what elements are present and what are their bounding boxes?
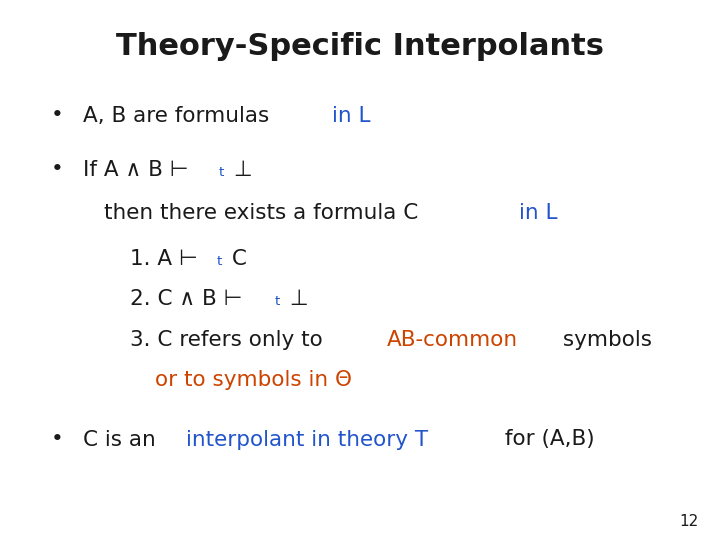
Text: ₜ: ₜ bbox=[219, 159, 225, 179]
Text: in L: in L bbox=[332, 105, 371, 125]
Text: A, B are formulas: A, B are formulas bbox=[83, 105, 276, 125]
Text: interpolant in theory T: interpolant in theory T bbox=[186, 429, 428, 449]
Text: or to symbols in Θ: or to symbols in Θ bbox=[155, 370, 352, 390]
Text: 2. C ∧ B ⊢: 2. C ∧ B ⊢ bbox=[130, 289, 242, 309]
Text: 12: 12 bbox=[679, 514, 698, 529]
Text: •: • bbox=[50, 429, 63, 449]
Text: 1. A ⊢: 1. A ⊢ bbox=[130, 248, 197, 268]
Text: in L: in L bbox=[518, 202, 557, 222]
Text: ₜ: ₜ bbox=[274, 289, 281, 309]
Text: AB-common: AB-common bbox=[387, 329, 518, 349]
Text: •: • bbox=[50, 159, 63, 179]
Text: •: • bbox=[50, 105, 63, 125]
Text: ⊥: ⊥ bbox=[227, 159, 253, 179]
Text: symbols: symbols bbox=[557, 329, 652, 349]
Text: for (A,B): for (A,B) bbox=[498, 429, 595, 449]
Text: C is an: C is an bbox=[83, 429, 163, 449]
Text: 3. C refers only to: 3. C refers only to bbox=[130, 329, 329, 349]
Text: C: C bbox=[225, 248, 247, 268]
Text: then there exists a formula C: then there exists a formula C bbox=[104, 202, 426, 222]
Text: ₜ: ₜ bbox=[217, 248, 223, 268]
Text: If A ∧ B ⊢: If A ∧ B ⊢ bbox=[83, 159, 189, 179]
Text: ⊥: ⊥ bbox=[283, 289, 308, 309]
Text: Theory-Specific Interpolants: Theory-Specific Interpolants bbox=[116, 32, 604, 62]
